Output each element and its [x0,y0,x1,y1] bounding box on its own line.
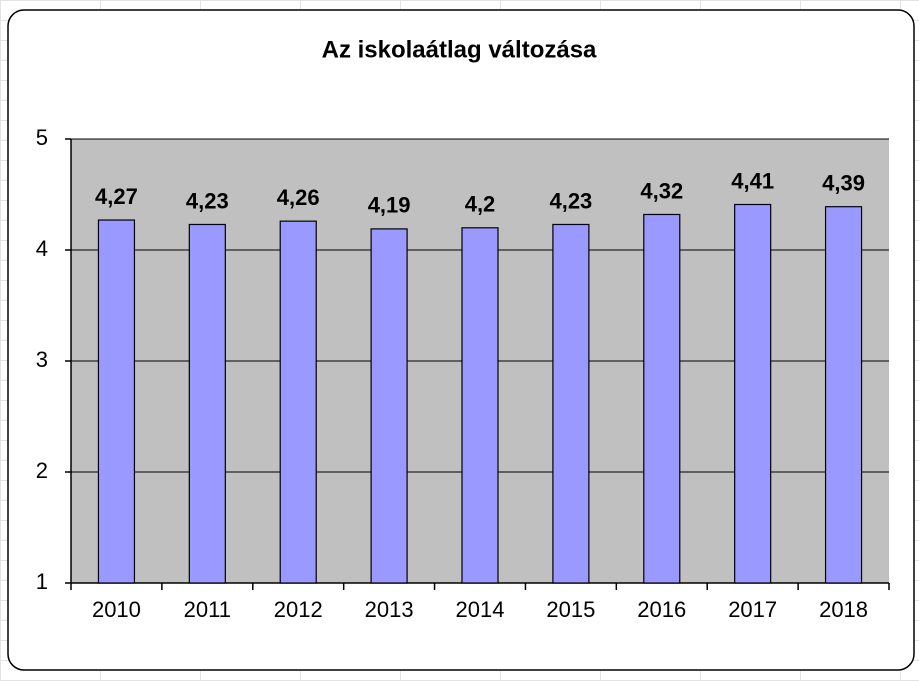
data-label: 4,39 [822,171,865,196]
data-label: 4,19 [368,193,411,218]
x-tick-label: 2016 [637,597,686,622]
bar [188,223,226,584]
bar [734,203,772,584]
bar [643,213,681,584]
x-tick-label: 2018 [819,597,868,622]
y-tick-label: 5 [36,125,48,150]
data-label: 4,2 [465,192,496,217]
x-tick-label: 2013 [365,597,414,622]
y-tick-label: 3 [36,347,48,372]
bar [552,223,590,584]
chart-title: Az iskolaátlag változása [322,36,597,63]
data-label: 4,32 [640,178,683,203]
bar [97,219,136,584]
x-tick-label: 2014 [456,597,505,622]
bar [279,220,317,584]
y-tick-label: 4 [36,236,48,261]
bar [824,206,863,584]
data-label: 4,41 [731,168,774,193]
data-label: 4,26 [277,185,320,210]
data-label: 4,23 [186,188,229,213]
x-tick-label: 2017 [728,597,777,622]
bar [370,228,408,584]
x-tick-label: 2011 [184,597,231,622]
y-tick-label: 2 [36,458,48,483]
y-tick-label: 1 [36,569,48,594]
x-tick-label: 2012 [274,597,323,622]
x-tick-label: 2015 [546,597,595,622]
data-label: 4,23 [549,188,592,213]
bar [461,227,499,584]
x-tick-label: 2010 [92,597,141,622]
data-label: 4,27 [95,184,138,209]
